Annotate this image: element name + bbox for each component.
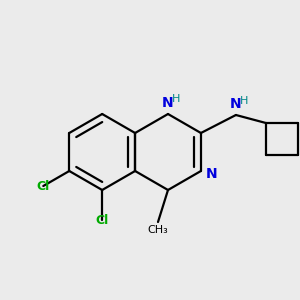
- Text: N: N: [206, 167, 218, 181]
- Text: Cl: Cl: [96, 214, 109, 226]
- Text: CH₃: CH₃: [148, 225, 168, 235]
- Text: Cl: Cl: [37, 179, 50, 193]
- Text: N: N: [162, 96, 174, 110]
- Text: H: H: [240, 96, 248, 106]
- Text: N: N: [230, 97, 242, 111]
- Text: H: H: [172, 94, 180, 104]
